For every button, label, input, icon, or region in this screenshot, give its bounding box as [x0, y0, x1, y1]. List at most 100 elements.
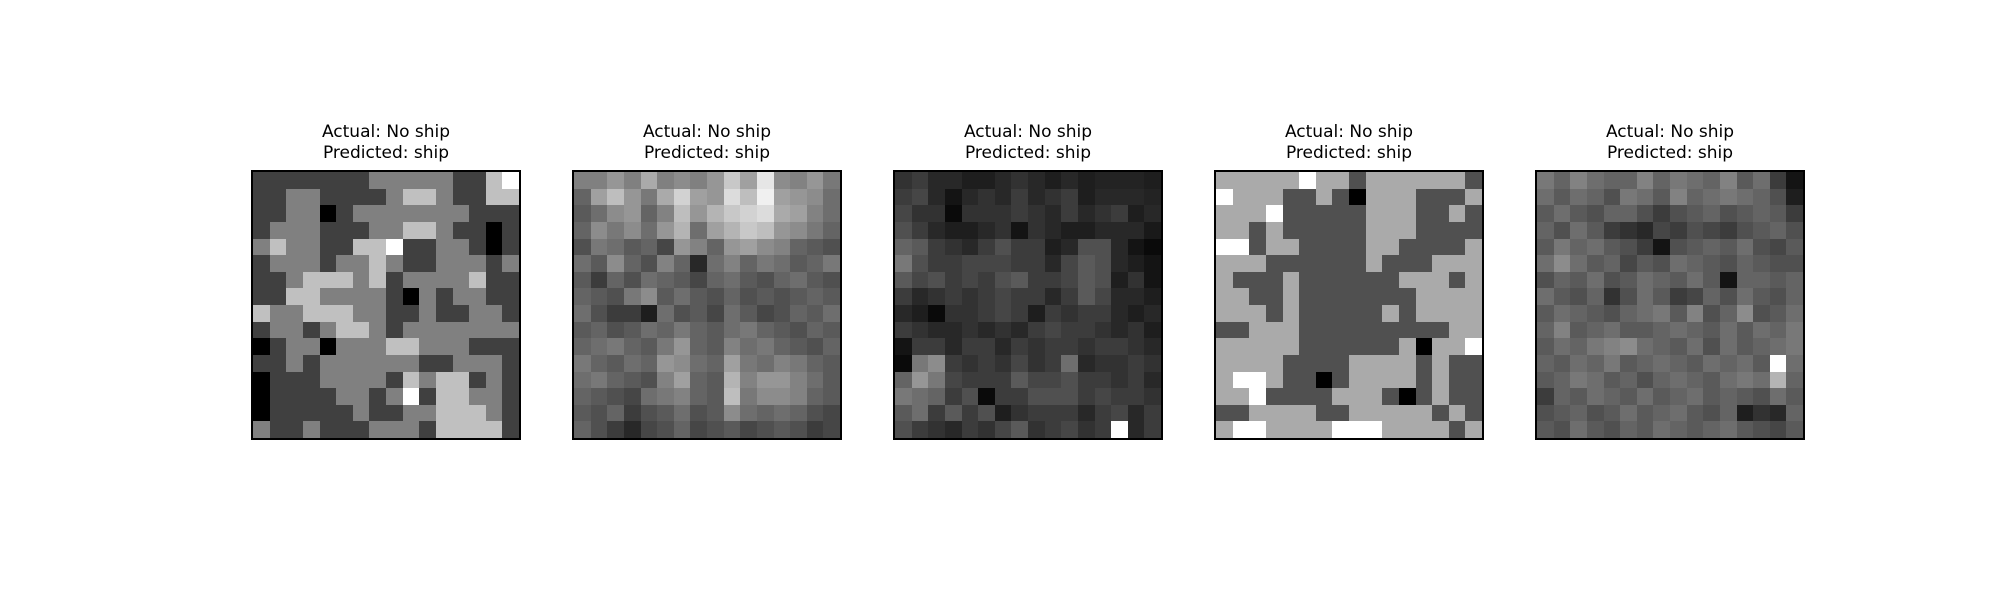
pixel: [1603, 238, 1621, 256]
pixel: [1299, 205, 1316, 222]
pixel: [590, 238, 608, 256]
pixel: [607, 205, 624, 222]
pixel: [1216, 388, 1233, 405]
pixel: [1061, 421, 1078, 438]
pixel: [1028, 338, 1045, 355]
pixel: [806, 271, 824, 289]
pixel: [994, 338, 1012, 355]
pixel: [369, 188, 386, 206]
pixel: [590, 338, 608, 355]
pixel: [607, 354, 624, 372]
pixel: [1719, 205, 1737, 222]
pixel: [994, 255, 1012, 272]
pixel: [1077, 221, 1095, 239]
pixel: [1769, 388, 1787, 405]
pixel: [1786, 188, 1803, 206]
pixel: [623, 188, 641, 206]
pixel: [961, 172, 979, 189]
pixel: [1570, 421, 1587, 438]
pixel: [1216, 221, 1233, 239]
pixel: [1077, 238, 1095, 256]
pixel: [574, 221, 591, 239]
pixel: [1028, 255, 1045, 272]
pixel: [336, 188, 353, 206]
pixel: [978, 255, 995, 272]
pixel: [1249, 388, 1266, 405]
pixel: [1620, 255, 1637, 272]
pixel: [806, 221, 824, 239]
pixel: [269, 188, 287, 206]
pixel: [1570, 371, 1587, 389]
pixel: [1465, 255, 1482, 272]
pixel: [452, 205, 470, 222]
pixel: [485, 421, 503, 438]
pixel: [1044, 421, 1062, 438]
pixel: [994, 238, 1012, 256]
pixel: [1216, 288, 1233, 305]
pixel: [895, 188, 912, 206]
pixel: [1011, 172, 1028, 189]
pixel: [352, 421, 370, 438]
pixel: [1653, 255, 1670, 272]
pixel: [1382, 354, 1399, 372]
pixel: [336, 238, 353, 256]
pixel: [485, 338, 503, 355]
pixel: [419, 255, 436, 272]
pixel: [1432, 321, 1449, 339]
pixel: [369, 371, 386, 389]
pixel: [994, 271, 1012, 289]
pixel: [1553, 205, 1571, 222]
pixel: [1265, 271, 1283, 289]
pixel: [806, 404, 824, 422]
pixel: [1299, 338, 1316, 355]
pixel: [286, 321, 303, 339]
pixel: [1537, 404, 1554, 422]
pixel: [1786, 238, 1803, 256]
pixel: [319, 404, 337, 422]
pixel: [823, 205, 840, 222]
pixel: [1670, 271, 1687, 289]
pixel: [1249, 221, 1266, 239]
pixel: [1586, 321, 1604, 339]
pixel: [435, 205, 453, 222]
pixel: [1553, 188, 1571, 206]
pixel: [1537, 205, 1554, 222]
pixel: [1786, 271, 1803, 289]
pixel: [1670, 188, 1687, 206]
pixel: [1332, 238, 1349, 256]
pixel: [1636, 371, 1654, 389]
pixel: [1144, 288, 1161, 305]
pixel: [485, 188, 503, 206]
pixel: [286, 338, 303, 355]
pixel: [1365, 255, 1383, 272]
pixel: [1398, 172, 1416, 189]
pixel: [1448, 238, 1466, 256]
pixel: [1282, 172, 1300, 189]
pixel: [1603, 321, 1621, 339]
pixel: [756, 221, 774, 239]
pixel: [386, 404, 403, 422]
pixel: [1686, 238, 1704, 256]
pixel: [386, 338, 403, 355]
pixel: [1448, 354, 1466, 372]
pixel: [269, 221, 287, 239]
pixel: [1044, 321, 1062, 339]
pixel: [269, 338, 287, 355]
pixel: [1216, 255, 1233, 272]
pixel: [1703, 255, 1720, 272]
pixel: [928, 271, 945, 289]
pixel: [756, 338, 774, 355]
pixel: [369, 271, 386, 289]
pixel: [419, 371, 436, 389]
pixel: [1232, 271, 1250, 289]
pixel: [1382, 371, 1399, 389]
pixel: [1094, 354, 1112, 372]
pixel: [1232, 338, 1250, 355]
pixel: [961, 338, 979, 355]
pixel: [1686, 354, 1704, 372]
pixel: [1216, 321, 1233, 339]
pixel: [1432, 404, 1449, 422]
pixel: [944, 321, 962, 339]
pixel: [435, 238, 453, 256]
pixel: [690, 288, 707, 305]
